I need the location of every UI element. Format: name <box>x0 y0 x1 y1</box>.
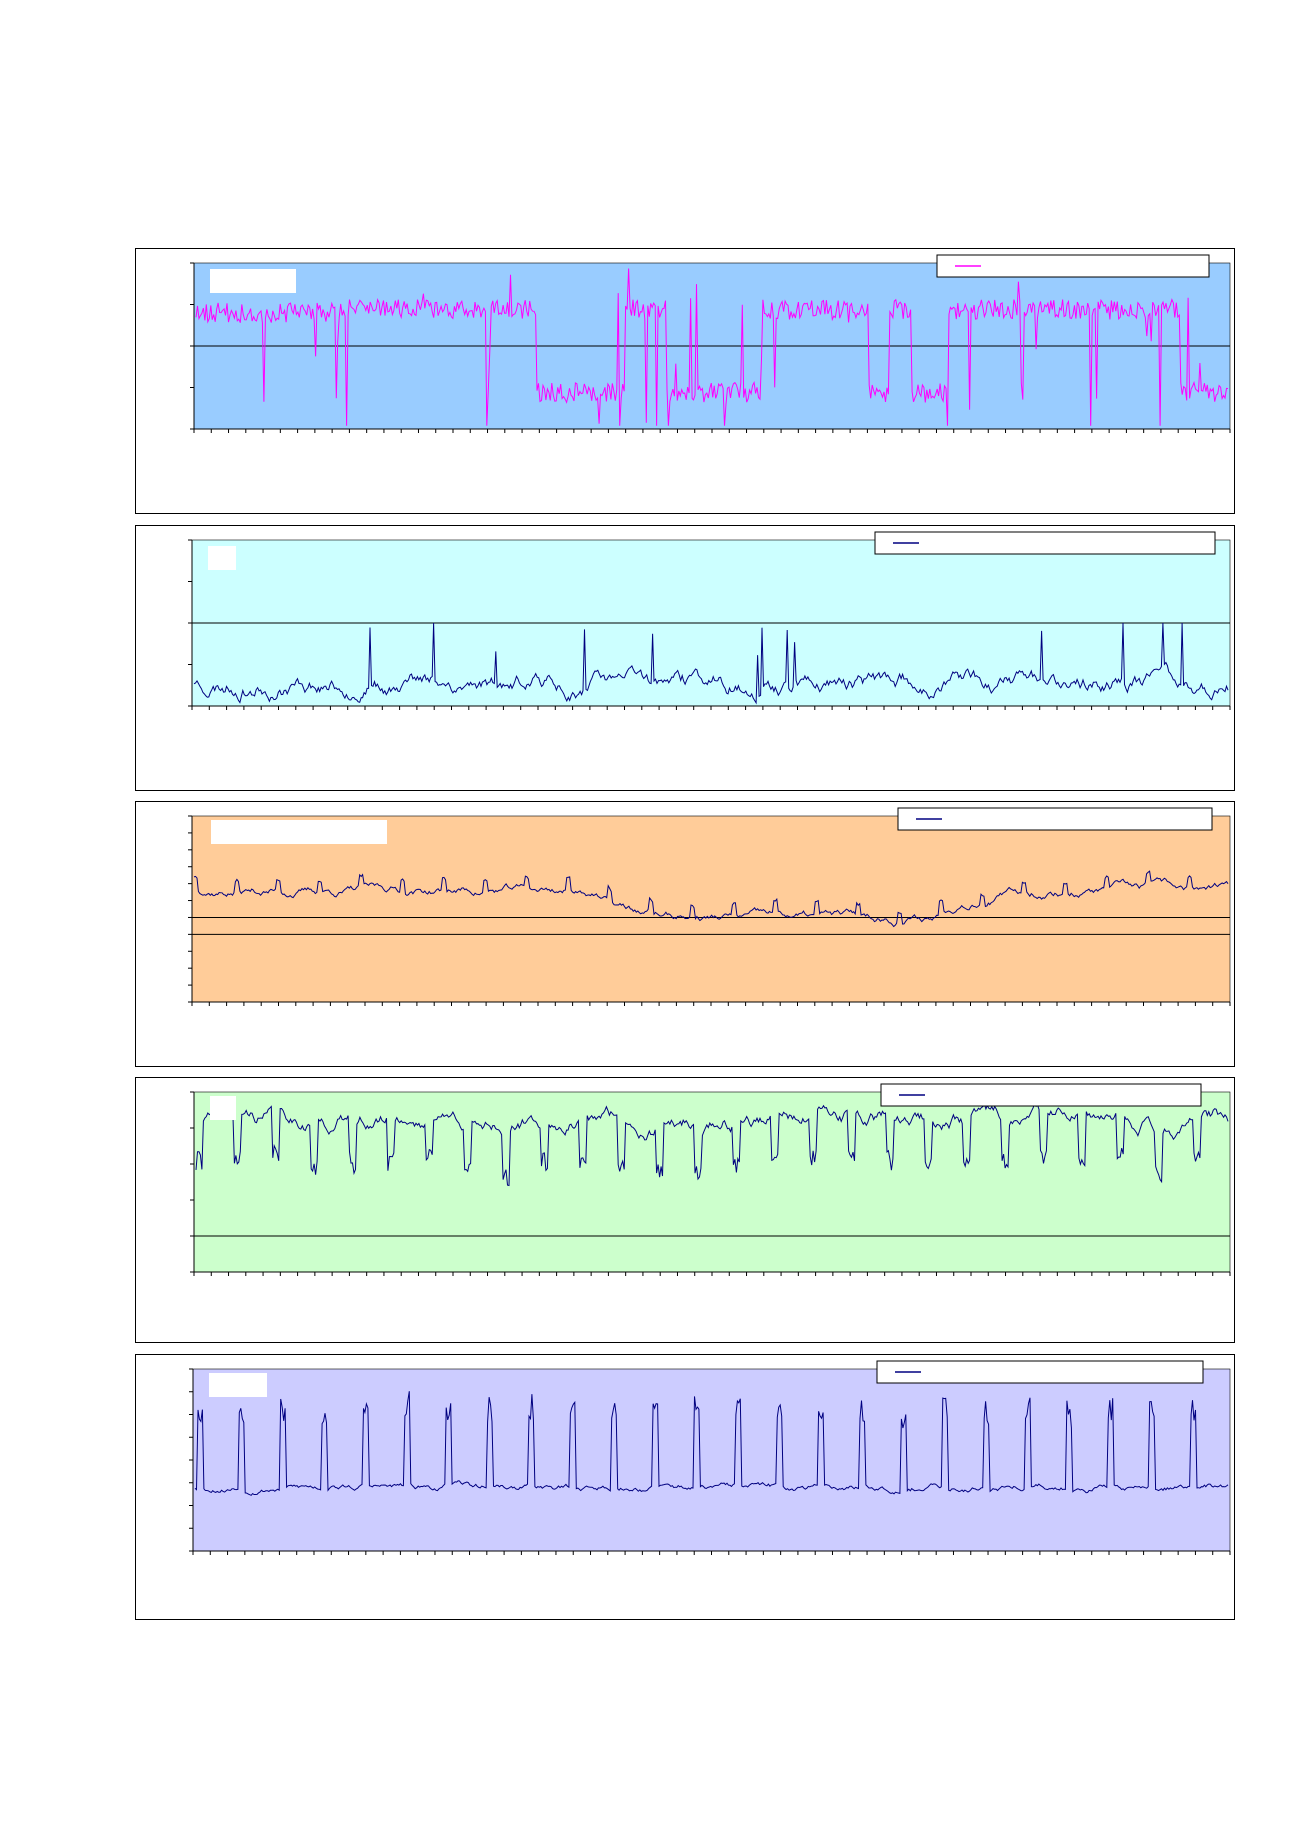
chart-3-svg <box>188 807 1231 1006</box>
chart-4-frame <box>135 1077 1235 1343</box>
chart-5-legend-box <box>876 1360 1204 1384</box>
chart-2-svg <box>188 531 1231 710</box>
chart-3-frame <box>135 801 1235 1067</box>
chart-5-frame <box>135 1354 1235 1620</box>
chart-2-plot <box>188 531 1231 710</box>
chart-1-svg <box>190 254 1231 433</box>
chart-5-title-box <box>209 1373 267 1397</box>
chart-5-plot <box>189 1360 1231 1555</box>
chart-3-plot <box>188 807 1231 1006</box>
chart-4-title-box <box>210 1096 236 1120</box>
chart-4-plot <box>190 1083 1231 1276</box>
chart-2-legend-box <box>874 531 1216 555</box>
chart-1-series-line <box>195 268 1229 426</box>
chart-2-title-box <box>208 546 236 570</box>
chart-5-series-line <box>194 1391 1229 1496</box>
chart-1-legend-box <box>936 254 1210 278</box>
chart-4-svg <box>190 1083 1231 1276</box>
chart-3-series-line <box>193 870 1229 928</box>
chart-2-series-line <box>193 622 1229 705</box>
chart-4-legend-box <box>880 1083 1202 1107</box>
chart-5-svg <box>189 1360 1231 1555</box>
chart-1-plot <box>190 254 1231 433</box>
chart-5-plot-area <box>192 1368 1231 1552</box>
chart-4-series-line <box>195 1103 1229 1187</box>
chart-2-frame <box>135 525 1235 791</box>
chart-3-legend-box <box>897 807 1213 831</box>
chart-4-plot-area <box>193 1091 1231 1273</box>
chart-1-frame <box>135 248 1235 514</box>
chart-3-plot-area <box>191 815 1231 1003</box>
chart-1-title-box <box>210 269 296 293</box>
chart-3-title-box <box>211 820 387 844</box>
